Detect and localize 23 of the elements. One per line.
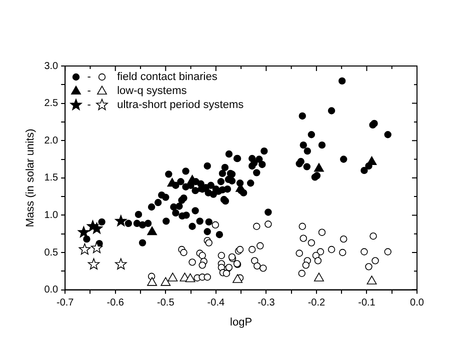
y-tick-label: 3.0 [44,60,59,72]
legend-label: ultra-short period systems [117,99,244,112]
y-axis-title: Mass (in solar units) [24,128,37,228]
y-tick-label: 0.0 [44,284,59,296]
annotation: - [86,70,92,84]
x-tick-label: -0.4 [207,298,225,309]
y-tick-label: 1.0 [44,210,59,221]
x-tick-label: -0.5 [157,298,175,309]
y-tick-label: 2.0 [44,135,59,146]
x-tick-label: 0.0 [410,298,424,309]
x-tick-label: -0.1 [358,298,376,309]
x-tick-label: -0.3 [258,298,276,309]
y-tick-label: 1.5 [44,172,59,184]
legend-label: low-q systems [117,85,187,98]
y-tick-label: 0.5 [44,247,59,258]
x-tick-label: -0.7 [56,298,74,309]
x-tick-label: -0.2 [308,298,326,309]
annotation: - [86,84,92,98]
legend-label: field contact binaries [117,71,218,84]
annotation: - [86,98,92,112]
x-axis-title: logP [230,316,252,328]
x-tick-label: -0.6 [106,298,124,309]
y-tick-label: 2.5 [44,98,59,110]
